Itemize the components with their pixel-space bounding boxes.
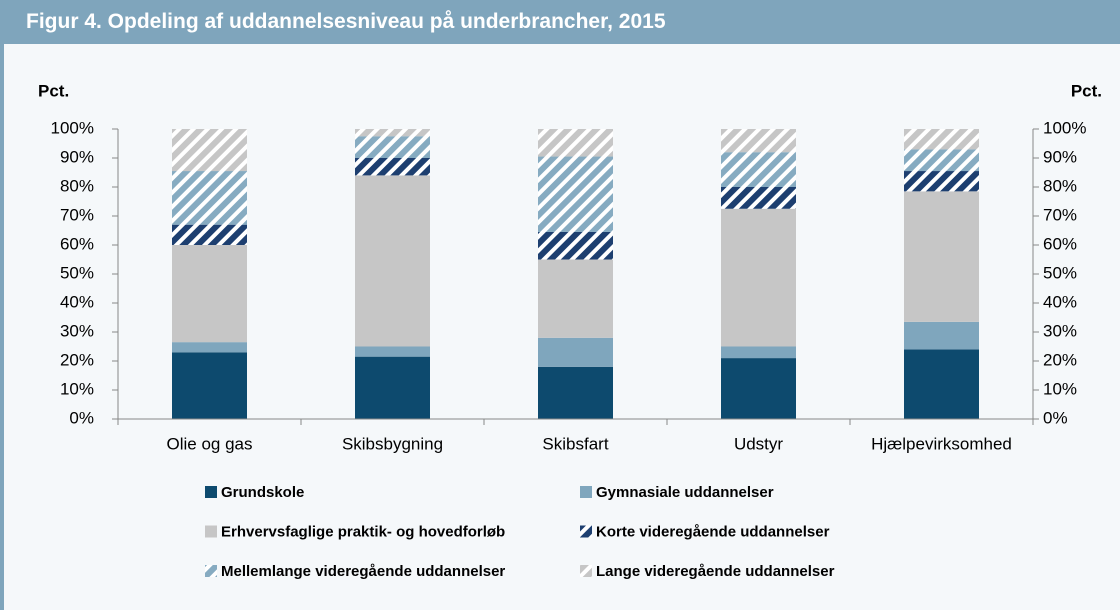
legend-label: Erhvervsfaglige praktik- og hovedforløb: [221, 523, 505, 540]
y2-tick-label: 0%: [1043, 408, 1068, 427]
y-tick-label: 80%: [60, 176, 94, 195]
bar-segment: [538, 337, 613, 367]
bar-segment: [721, 346, 796, 359]
bar-segment: [172, 224, 247, 245]
x-tick-label: Skibsfart: [542, 434, 608, 453]
y2-axis-label: Pct.: [1071, 81, 1102, 100]
legend-swatch: [580, 565, 592, 577]
y-tick-label: 40%: [60, 292, 94, 311]
y-tick-label: 30%: [60, 321, 94, 340]
y2-tick-label: 100%: [1043, 118, 1086, 137]
y-tick-label: 90%: [60, 147, 94, 166]
bar-segment: [904, 321, 979, 350]
legend-swatch: [205, 525, 217, 538]
y-axis-label: Pct.: [38, 81, 69, 100]
y-tick-label: 10%: [60, 379, 94, 398]
bar-segment: [538, 156, 613, 232]
y2-tick-label: 10%: [1043, 379, 1077, 398]
y-tick-label: 0%: [69, 408, 94, 427]
legend-swatch: [205, 565, 217, 577]
y2-tick-label: 90%: [1043, 147, 1077, 166]
bar-segment: [538, 129, 613, 157]
bar-segment: [721, 208, 796, 347]
y-tick-label: 50%: [60, 263, 94, 282]
legend-label: Lange videregående uddannelser: [596, 563, 835, 580]
y2-tick-label: 30%: [1043, 321, 1077, 340]
chart-title: Figur 4. Opdeling af uddannelsesniveau p…: [0, 0, 1120, 44]
y2-tick-label: 60%: [1043, 234, 1077, 253]
legend-label: Grundskole: [221, 484, 304, 501]
bar-segment: [904, 149, 979, 172]
bar-segment: [172, 245, 247, 343]
legend-swatch: [580, 486, 592, 498]
y-tick-label: 20%: [60, 350, 94, 369]
bar-segment: [721, 152, 796, 187]
bar-segment: [355, 158, 430, 176]
y2-tick-label: 80%: [1043, 176, 1077, 195]
bar-segment: [355, 136, 430, 158]
legend-label: Mellemlange videregående uddannelser: [221, 563, 505, 580]
y-tick-label: 60%: [60, 234, 94, 253]
bar-segment: [904, 191, 979, 322]
bar-segment: [904, 129, 979, 150]
legend-swatch: [580, 525, 592, 538]
bar-segment: [721, 129, 796, 153]
bar-segment: [355, 175, 430, 347]
bar-segment: [904, 349, 979, 419]
bar-segment: [721, 358, 796, 419]
legend-swatch: [205, 486, 217, 498]
legend-label: Gymnasiale uddannelser: [596, 484, 774, 501]
x-tick-label: Hjælpevirksomhed: [871, 434, 1012, 453]
legend-label: Korte videregående uddannelser: [596, 523, 830, 540]
y2-tick-label: 50%: [1043, 263, 1077, 282]
bar-segment: [355, 356, 430, 419]
x-tick-label: Udstyr: [734, 434, 783, 453]
bar-segment: [172, 129, 247, 172]
bar-segment: [172, 352, 247, 419]
y2-tick-label: 20%: [1043, 350, 1077, 369]
y2-tick-label: 70%: [1043, 205, 1077, 224]
bar-segment: [538, 366, 613, 419]
y-tick-label: 70%: [60, 205, 94, 224]
x-tick-label: Olie og gas: [167, 434, 253, 453]
bar-segment: [355, 129, 430, 137]
bar-segment: [172, 171, 247, 225]
y2-tick-label: 40%: [1043, 292, 1077, 311]
bar-segment: [904, 171, 979, 192]
bar-segment: [538, 259, 613, 338]
x-tick-label: Skibsbygning: [342, 434, 443, 453]
frame-bar: [0, 44, 4, 610]
bar-segment: [355, 346, 430, 357]
y-tick-label: 100%: [51, 118, 94, 137]
bar-segment: [538, 231, 613, 260]
bar-segment: [172, 342, 247, 353]
bar-segment: [721, 187, 796, 209]
